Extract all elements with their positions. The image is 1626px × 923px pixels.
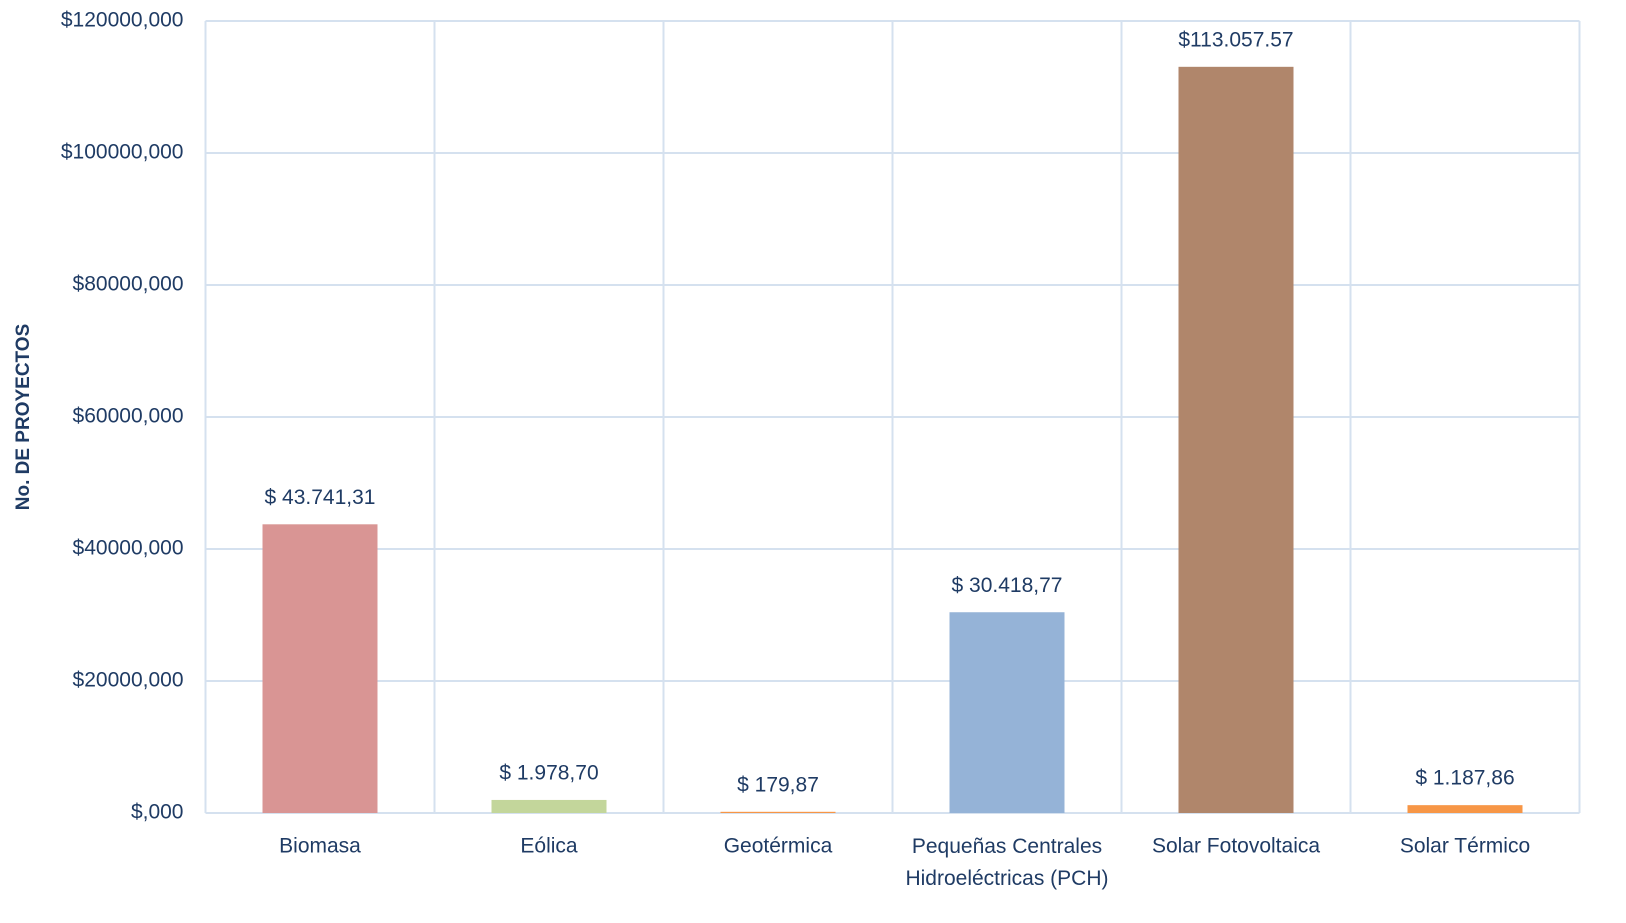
y-tick-label: $60000,000 [73, 405, 184, 428]
x-tick-label: Biomasa [279, 835, 361, 858]
data-label: $113.057.57 [1178, 28, 1293, 51]
y-tick-label: $120000,000 [61, 9, 184, 32]
data-label: $ 30.418,77 [952, 574, 1063, 597]
y-axis-title: No. DE PROYECTOS [13, 324, 34, 511]
data-label: $ 179,87 [737, 773, 819, 796]
x-tick-label: Pequeñas Centrales Hidroeléctricas (PCH) [905, 835, 1108, 890]
y-tick-label: $20000,000 [73, 669, 184, 692]
bar [262, 524, 378, 813]
bar [491, 799, 607, 813]
y-tick-label: $80000,000 [73, 273, 184, 296]
y-tick-label: $,000 [131, 801, 184, 824]
bar [1407, 805, 1523, 813]
bar [1178, 66, 1294, 813]
bar [949, 612, 1065, 813]
data-label: $ 43.741,31 [265, 486, 376, 509]
x-tick-label: Geotérmica [724, 835, 833, 858]
y-tick-label: $40000,000 [73, 537, 184, 560]
bar [720, 811, 836, 813]
data-label: $ 1.187,86 [1415, 767, 1514, 790]
data-label: $ 1.978,70 [499, 761, 598, 784]
x-tick-label: Solar Térmico [1400, 835, 1530, 858]
y-tick-label: $100000,000 [61, 141, 184, 164]
x-tick-label: Eólica [520, 835, 578, 858]
x-tick-label: Solar Fotovoltaica [1152, 835, 1320, 858]
